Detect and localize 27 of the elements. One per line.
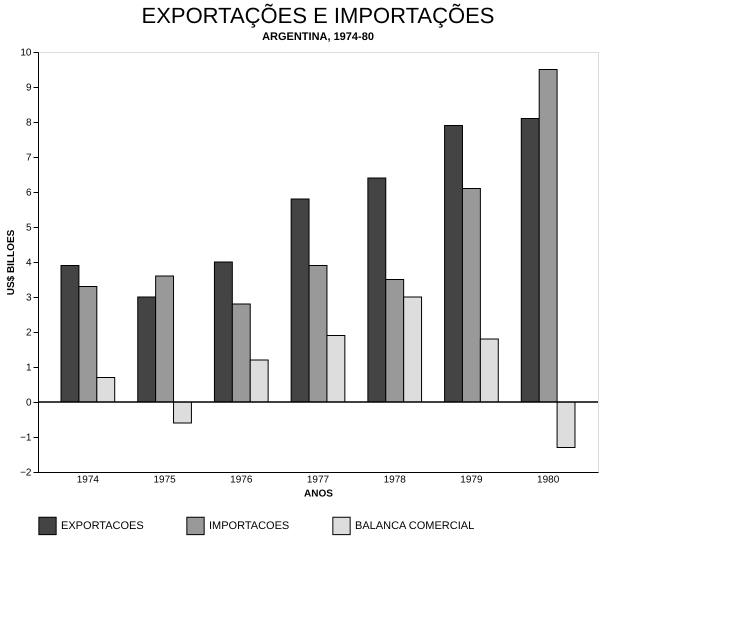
- chart-title: EXPORTAÇÕES E IMPORTAÇÕES: [142, 3, 494, 28]
- y-axis-title: US$ BILLOES: [6, 229, 18, 296]
- y-tick-label: 1: [26, 362, 32, 374]
- x-tick-label: 1978: [384, 474, 406, 486]
- y-tick-label: −1: [20, 432, 32, 444]
- x-tick-label: 1976: [230, 474, 253, 486]
- x-tick-label: 1974: [76, 474, 100, 486]
- y-tick-label: 4: [26, 258, 32, 268]
- y-tick-label: −2: [20, 468, 32, 478]
- chart-subtitle: ARGENTINA, 1974-80: [262, 31, 374, 43]
- x-tick-label: 1975: [153, 474, 176, 486]
- y-tick-label: 10: [20, 48, 32, 58]
- y-tick-label: 9: [26, 82, 32, 94]
- legend-label: IMPORTACOES: [209, 520, 290, 532]
- y-tick-label: 5: [26, 222, 32, 234]
- x-axis-title: ANOS: [304, 488, 334, 500]
- x-tick-label: 1980: [537, 474, 560, 486]
- legend-label: BALANCA COMERCIAL: [355, 520, 474, 532]
- legend-label: EXPORTACOES: [61, 520, 144, 532]
- y-tick-label: 7: [26, 152, 32, 164]
- x-tick-label: 1979: [460, 474, 483, 486]
- x-tick-label: 1977: [306, 474, 330, 486]
- y-tick-label: 6: [26, 188, 32, 198]
- y-tick-label: 0: [26, 398, 32, 408]
- y-tick-label: 8: [26, 118, 32, 128]
- y-tick-label: 2: [26, 328, 32, 338]
- y-tick-label: 3: [26, 292, 32, 304]
